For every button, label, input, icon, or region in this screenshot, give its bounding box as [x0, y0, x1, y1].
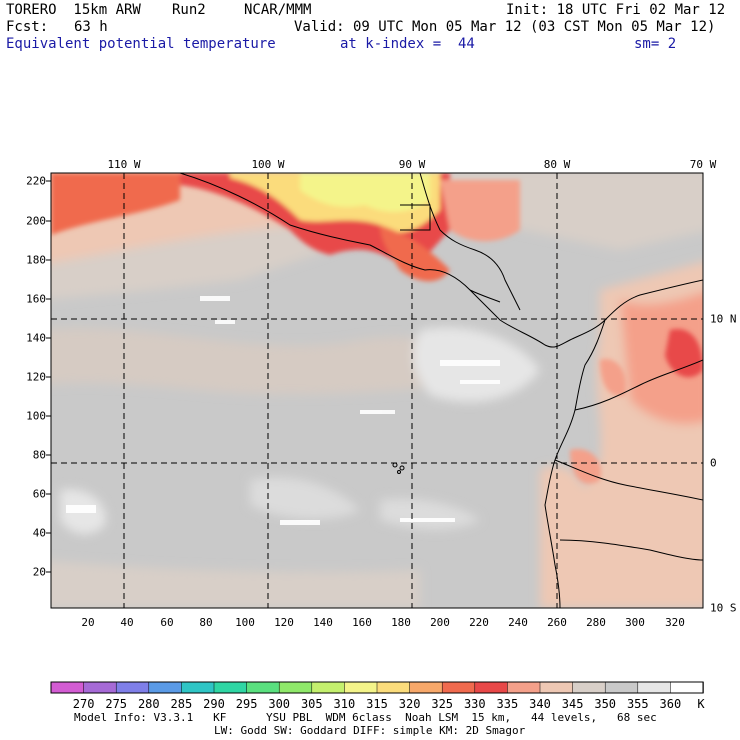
y-tick-label: 100	[26, 409, 46, 423]
colorbar-swatch	[246, 681, 280, 694]
colorbar-tick-label: 315	[366, 697, 388, 711]
smoothing-label: sm= 2	[634, 36, 677, 52]
colorbar-swatch	[213, 681, 248, 694]
x-tick-label: 220	[469, 616, 489, 629]
y-tick-label: 140	[26, 331, 46, 345]
colorbar-tick-label: 285	[170, 697, 193, 711]
y-tick-label: 80	[32, 448, 46, 462]
x-tick-label: 100	[235, 616, 255, 629]
colorbar-swatch	[311, 681, 346, 694]
colorbar-swatch	[604, 681, 639, 694]
org-label: NCAR/MMM	[244, 2, 312, 18]
colorbar-unit: K	[697, 697, 705, 711]
x-tick-label: 120	[274, 616, 294, 629]
colorbar-swatch	[441, 681, 476, 694]
lon-label-80w: 80 W	[543, 158, 571, 171]
axis-tick-marks	[46, 180, 51, 573]
colorbar-swatch	[572, 681, 606, 694]
colorbar	[50, 681, 704, 694]
x-tick-label: 40	[120, 616, 134, 629]
lat-lon-grid	[51, 173, 703, 608]
lon-label-110w: 110 W	[107, 158, 141, 171]
x-tick-label: 140	[313, 616, 333, 629]
model-info-line2: LW: Godd SW: Goddard DIFF: simple KM: 2D…	[214, 724, 526, 737]
y-tick-label: 160	[26, 292, 46, 306]
lat-label-10s: 10 S	[710, 601, 737, 615]
x-tick-label: 280	[586, 616, 606, 629]
colorbar-tick-label: 320	[398, 697, 421, 711]
colorbar-swatch	[50, 681, 85, 694]
colorbar-tick-label: 345	[561, 697, 584, 711]
colorbar-tick-label: 300	[268, 697, 291, 711]
colorbar-swatch	[376, 681, 411, 694]
x-tick-label: 80	[199, 616, 213, 629]
colorbar-frame	[50, 681, 704, 694]
lon-label-90w: 90 W	[398, 158, 426, 171]
coastlines	[179, 173, 703, 608]
colorbar-tick-label: 295	[235, 697, 258, 711]
lat-label-0: 0	[710, 456, 717, 470]
x-tick-label: 260	[547, 616, 567, 629]
theta-e-field	[51, 173, 703, 608]
colorbar-tick-label: 280	[137, 697, 160, 711]
colorbar-swatch	[181, 681, 215, 694]
lon-label-100w: 100 W	[251, 158, 285, 171]
colorbar-swatch	[278, 681, 313, 694]
y-tick-label: 60	[32, 487, 46, 501]
model-title: TORERO 15km ARW	[6, 2, 141, 18]
model-info-line1: Model Info: V3.3.1 KF YSU PBL WDM 6class…	[74, 711, 657, 724]
y-tick-label: 40	[32, 526, 46, 540]
colorbar-tick-label: 335	[496, 697, 519, 711]
x-tick-label: 200	[430, 616, 450, 629]
field-name: Equivalent potential temperature	[6, 36, 276, 52]
level-label: at k-index = 44	[340, 36, 475, 52]
y-tick-label: 120	[26, 370, 46, 384]
valid-time: Valid: 09 UTC Mon 05 Mar 12 (03 CST Mon …	[294, 19, 716, 35]
colorbar-swatch	[474, 681, 509, 694]
colorbar-swatch	[344, 681, 378, 694]
colorbar-tick-label: 270	[72, 697, 95, 711]
colorbar-swatch	[148, 681, 183, 694]
colorbar-swatch	[670, 681, 704, 694]
colorbar-tick-label: 350	[594, 697, 617, 711]
forecast-label: Fcst:	[6, 19, 49, 35]
colorbar-swatch	[115, 681, 150, 694]
colorbar-swatch	[409, 681, 443, 694]
x-tick-label: 160	[352, 616, 372, 629]
y-tick-label: 220	[26, 174, 46, 188]
map-frame	[50, 172, 704, 609]
lon-label-70w: 70 W	[689, 158, 717, 171]
y-tick-label: 200	[26, 214, 46, 228]
x-tick-label: 320	[665, 616, 685, 629]
x-tick-label: 60	[160, 616, 174, 629]
colorbar-tick-label: 275	[105, 697, 128, 711]
x-tick-label: 300	[625, 616, 645, 629]
y-tick-label: 20	[32, 565, 46, 579]
run-label: Run2	[172, 2, 206, 18]
x-tick-label: 240	[508, 616, 528, 629]
colorbar-tick-label: 325	[431, 697, 454, 711]
colorbar-swatch	[637, 681, 672, 694]
colorbar-tick-label: 340	[529, 697, 551, 711]
forecast-hours: 63 h	[74, 19, 108, 35]
colorbar-swatch	[83, 681, 117, 694]
x-tick-label: 180	[391, 616, 411, 629]
x-tick-label: 20	[81, 616, 95, 629]
colorbar-swatch	[507, 681, 541, 694]
colorbar-swatch	[539, 681, 574, 694]
colorbar-tick-label: 355	[626, 697, 649, 711]
colorbar-tick-label: 290	[203, 697, 225, 711]
colorbar-tick-label: 360	[659, 697, 682, 711]
lat-label-10n: 10 N	[710, 312, 737, 326]
init-time: Init: 18 UTC Fri 02 Mar 12	[506, 2, 726, 18]
y-tick-label: 180	[26, 253, 46, 267]
colorbar-tick-label: 310	[333, 697, 356, 711]
colorbar-tick-label: 305	[300, 697, 323, 711]
colorbar-tick-label: 330	[463, 697, 486, 711]
